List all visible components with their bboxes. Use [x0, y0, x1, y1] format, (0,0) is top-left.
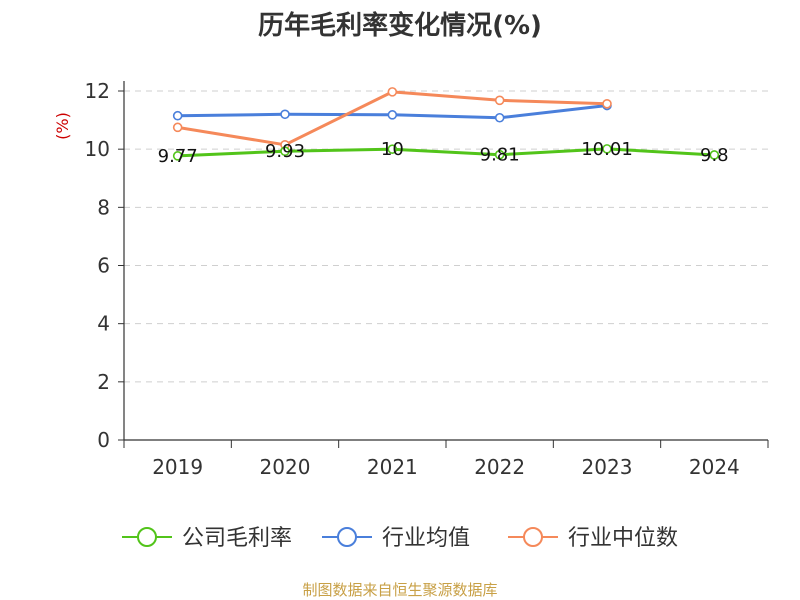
y-tick-label: 10 [85, 137, 110, 161]
legend-label: 行业均值 [382, 526, 470, 551]
data-point-2[interactable] [387, 87, 398, 97]
data-label: 9.93 [265, 141, 305, 162]
y-tick-label: 12 [85, 79, 110, 103]
x-tick-label: 2022 [474, 455, 525, 479]
x-tick-label: 2024 [689, 455, 740, 479]
legend-marker [137, 527, 157, 547]
legend[interactable]: 公司毛利率 行业均值 行业中位数 [122, 526, 678, 551]
series [172, 87, 720, 161]
legend-item-1[interactable]: 行业均值 [322, 526, 470, 551]
y-tick-label: 4 [97, 312, 110, 336]
data-point-0[interactable] [602, 144, 612, 154]
x-tick-label: 2019 [152, 455, 203, 479]
data-point-0[interactable] [387, 144, 398, 154]
y-tick-label: 0 [97, 428, 110, 452]
y-tick-label: 8 [97, 195, 110, 219]
data-point-0[interactable] [280, 146, 290, 157]
data-point-1[interactable] [280, 109, 290, 120]
y-tick-label: 2 [97, 370, 110, 394]
data-label: 9.81 [480, 145, 520, 166]
legend-marker [523, 527, 543, 547]
legend-label: 行业中位数 [568, 526, 678, 551]
legend-item-2[interactable]: 行业中位数 [508, 526, 678, 551]
data-point-0[interactable] [494, 149, 505, 160]
data-label: 10.01 [581, 139, 633, 160]
y-tick-label: 6 [97, 254, 110, 278]
legend-item-0[interactable]: 公司毛利率 [122, 526, 292, 551]
data-point-2[interactable] [494, 95, 505, 106]
y-axis-unit: (%) [53, 112, 72, 140]
data-point-1[interactable] [494, 112, 505, 123]
data-point-1[interactable] [387, 110, 398, 120]
legend-marker [337, 527, 357, 547]
grid [124, 90, 768, 383]
data-point-2[interactable] [172, 122, 183, 133]
x-tick-label: 2021 [367, 455, 418, 479]
data-point-0[interactable] [709, 150, 720, 160]
series-line-0 [177, 147, 715, 158]
chart-title: 历年毛利率变化情况(%) [258, 10, 542, 41]
data-labels: 9.77 9.93 10 9.81 10.01 9.8 [158, 139, 729, 167]
data-label: 9.8 [700, 145, 729, 166]
x-tick-label: 2023 [582, 455, 633, 479]
data-label: 9.77 [158, 146, 198, 167]
data-point-1[interactable] [172, 110, 183, 121]
axes: 0 2 4 6 8 10 12 2019 2020 2021 2022 2023 2024 [85, 79, 769, 479]
data-point-0[interactable] [172, 151, 183, 161]
data-point-2[interactable] [602, 98, 612, 109]
source-note: 制图数据来自恒生聚源数据库 [302, 581, 497, 599]
legend-label: 公司毛利率 [182, 526, 292, 551]
data-label: 10 [381, 139, 404, 160]
x-tick-label: 2020 [260, 455, 311, 479]
